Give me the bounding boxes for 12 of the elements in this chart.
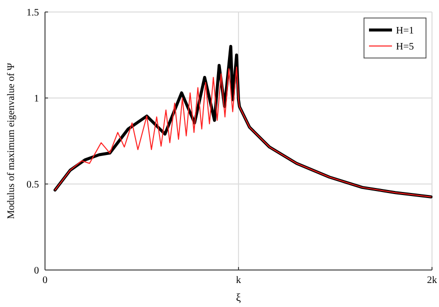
legend-label: H=5: [396, 42, 414, 52]
legend-label: H=1: [396, 26, 414, 36]
y-tick-label: 0: [34, 266, 39, 276]
x-tick-label: 2k: [427, 275, 437, 286]
y-tick-label: 1: [34, 94, 39, 104]
x-tick-label: k: [236, 275, 241, 286]
y-tick-label: 1.5: [26, 8, 39, 18]
y-tick-label: 0.5: [26, 180, 39, 190]
y-axis-title: Modulus of maximum eigenvalue of Ψ: [6, 62, 17, 219]
x-tick-label: 0: [42, 275, 48, 286]
x-axis-title: ξ: [236, 292, 242, 304]
line-series: [54, 66, 432, 198]
